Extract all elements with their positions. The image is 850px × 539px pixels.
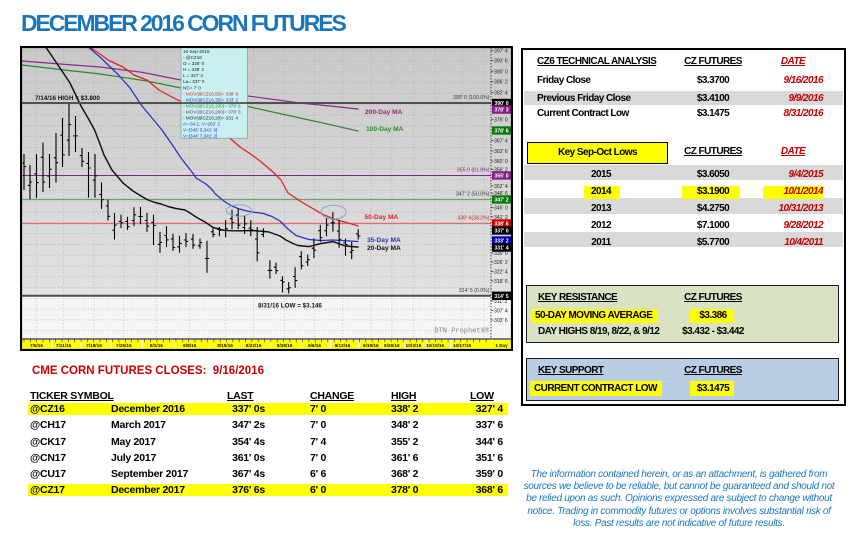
svg-text:16-Sep-2016: 16-Sep-2016 [183, 49, 210, 54]
svg-text:8/15/16: 8/15/16 [217, 343, 233, 348]
svg-text:10/17/16: 10/17/16 [453, 343, 472, 348]
svg-text:9/19/16: 9/19/16 [363, 343, 379, 348]
svg-text:8/8/16: 8/8/16 [183, 343, 196, 348]
svg-text:390' 0: 390' 0 [494, 70, 508, 76]
svg-text:8/1/16: 8/1/16 [150, 343, 163, 348]
svg-text:347' 2: 347' 2 [494, 198, 508, 204]
svg-text:◦ MOV(@CZ16,100)= 378' 6: ◦ MOV(@CZ16,100)= 378' 6 [183, 103, 241, 108]
svg-text:397' 4: 397' 4 [494, 48, 508, 54]
svg-text:390' 0 (100.0%): 390' 0 (100.0%) [453, 95, 490, 101]
svg-text:307' 4: 307' 4 [494, 309, 508, 315]
svg-text:8/29/16: 8/29/16 [277, 343, 293, 348]
svg-text:9/6/16: 9/6/16 [308, 343, 321, 348]
svg-text:393' 6: 393' 6 [494, 59, 508, 65]
svg-text:356' 2: 356' 2 [494, 168, 508, 174]
svg-text:311' 2: 311' 2 [494, 299, 508, 305]
svg-text:386' 2: 386' 2 [494, 80, 508, 86]
svg-text:318' 6: 318' 6 [494, 279, 508, 285]
svg-text:1 Day: 1 Day [495, 343, 508, 348]
svg-text:363' 6: 363' 6 [494, 149, 508, 155]
svg-text:352' 4: 352' 4 [494, 184, 508, 190]
svg-text:20-Day MA: 20-Day MA [367, 245, 401, 252]
svg-text:9/26/16: 9/26/16 [384, 343, 400, 348]
svg-text:DTN ProphetX®: DTN ProphetX® [434, 327, 489, 336]
svg-text:◦ MOV(@CZ16,200)= 378' 3: ◦ MOV(@CZ16,200)= 378' 3 [183, 110, 241, 115]
svg-text:V=[345' 5,341' 6]: V=[345' 5,341' 6] [183, 128, 217, 133]
svg-text:◦ MOV(@CZ16,35)= 333' 2: ◦ MOV(@CZ16,35)= 333' 2 [183, 97, 238, 102]
svg-text:La= 337' 0: La= 337' 0 [183, 79, 205, 84]
svg-text:35-Day MA: 35-Day MA [367, 237, 401, 244]
svg-text:200-Day MA: 200-Day MA [365, 109, 403, 116]
svg-text:322' 4: 322' 4 [494, 269, 508, 275]
svg-text:9/12/16: 9/12/16 [335, 343, 351, 348]
svg-text:8/31/16 LOW = $3.146: 8/31/16 LOW = $3.146 [258, 303, 322, 310]
svg-text:338' 6: 338' 6 [494, 222, 508, 228]
svg-text:331' 4: 331' 4 [494, 246, 508, 252]
svg-text:10/10/16: 10/10/16 [426, 343, 445, 348]
svg-text:7/5/16: 7/5/16 [30, 343, 43, 348]
svg-text:341' 2: 341' 2 [494, 215, 508, 221]
svg-text:360' 0: 360' 0 [494, 159, 508, 165]
svg-text:V=[344' 7,341' 2]: V=[344' 7,341' 2] [183, 134, 217, 139]
svg-text:10/3/16: 10/3/16 [406, 343, 422, 348]
svg-text:382' 4: 382' 4 [494, 91, 508, 97]
svg-text:378' 6: 378' 6 [494, 129, 508, 135]
svg-text:7/14/16 HIGH = $3.800: 7/14/16 HIGH = $3.800 [35, 95, 100, 102]
svg-text:330' 0: 330' 0 [494, 251, 508, 257]
svg-text:H = 338' 2: H = 338' 2 [183, 67, 204, 72]
svg-text:L = 327' 4: L = 327' 4 [183, 73, 203, 78]
svg-text:O = 328' 0: O = 328' 0 [183, 61, 205, 66]
svg-text:7/25/16: 7/25/16 [116, 343, 132, 348]
svg-text:355 0 (61.8%): 355 0 (61.8%) [457, 168, 490, 174]
svg-text:100-Day MA: 100-Day MA [366, 126, 404, 133]
svg-text:8/22/16: 8/22/16 [246, 343, 262, 348]
svg-text:7/18/16: 7/18/16 [86, 343, 102, 348]
svg-text:347' 2 (50.0%): 347' 2 (50.0%) [456, 192, 490, 198]
svg-text:◦ @CZ16: ◦ @CZ16 [183, 55, 202, 60]
svg-text:326' 2: 326' 2 [494, 260, 508, 266]
svg-text:7/11/16: 7/11/16 [56, 343, 72, 348]
svg-text:337' 0: 337' 0 [494, 229, 508, 235]
svg-text:303' 6: 303' 6 [494, 318, 508, 324]
svg-text:338' 6(38.2%): 338' 6(38.2%) [457, 216, 489, 222]
svg-text:◦ MOV(@CZ16,20)= 331' 4: ◦ MOV(@CZ16,20)= 331' 4 [183, 116, 238, 121]
svg-text:A=-54.1, V=262' 2: A=-54.1, V=262' 2 [183, 122, 220, 127]
svg-text:355' 0: 355' 0 [494, 174, 508, 180]
svg-text:375' 0: 375' 0 [494, 117, 508, 123]
svg-text:348' 6: 348' 6 [494, 191, 508, 197]
svg-text:345' 0: 345' 0 [494, 205, 508, 211]
svg-text:314' 5: 314' 5 [494, 294, 508, 300]
svg-text:NC= 7' 0: NC= 7' 0 [183, 85, 201, 90]
svg-text:367' 4: 367' 4 [494, 138, 508, 144]
svg-text:390' 0: 390' 0 [494, 101, 508, 107]
svg-text:314' 5 (0.0%): 314' 5 (0.0%) [459, 288, 490, 294]
svg-text:◦ MOV(@CZ16,50)= 338' 6: ◦ MOV(@CZ16,50)= 338' 6 [183, 91, 238, 96]
svg-text:333' 2: 333' 2 [494, 239, 508, 245]
svg-text:50-Day MA: 50-Day MA [365, 214, 399, 221]
svg-text:378' 3: 378' 3 [494, 108, 508, 114]
